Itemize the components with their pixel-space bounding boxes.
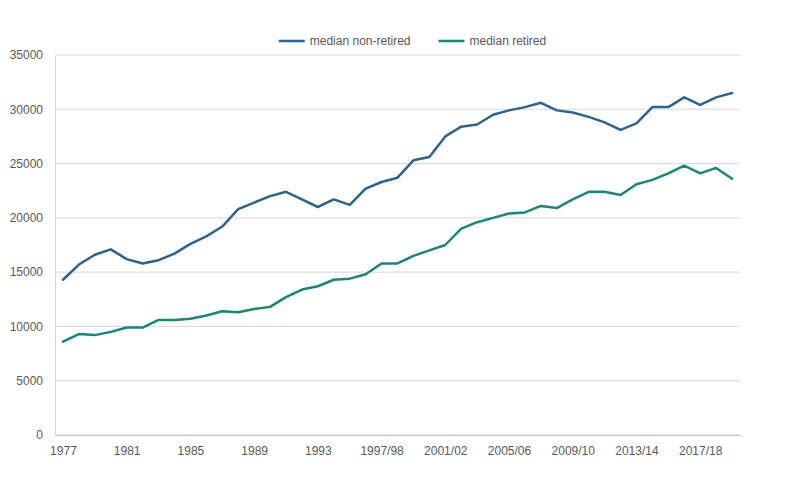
x-tick: 2017/18 (679, 435, 723, 458)
y-tick: 15000 (10, 265, 55, 279)
x-tick-label: 1993 (305, 444, 332, 458)
legend-item: median non-retired (279, 34, 411, 48)
y-tick: 10000 (10, 320, 55, 334)
x-tick-label: 1981 (114, 444, 141, 458)
x-tick: 1977 (50, 435, 77, 458)
y-tick-label: 10000 (10, 320, 44, 334)
chart: 0500010000150002000025000300003500019771… (0, 0, 787, 495)
x-tick: 2001/02 (424, 435, 468, 458)
y-tick-label: 15000 (10, 265, 44, 279)
legend-swatch (439, 40, 465, 43)
y-axis: 0 5000 10000 15000 20000 25000 30000 35000 (10, 48, 56, 442)
y-tick-label: 20000 (10, 211, 44, 225)
y-tick: 0 (36, 428, 55, 442)
legend: median non-retired median retired (279, 34, 546, 48)
x-axis: 1977 1981 1985 1989 1993 1997/98 2001/02 2005/0… (50, 435, 740, 458)
series-line (63, 166, 732, 342)
x-tick-label: 1997/98 (360, 444, 404, 458)
grid-line (55, 435, 740, 436)
y-axis-line (55, 56, 56, 436)
x-tick: 2013/14 (615, 435, 659, 458)
legend-label: median non-retired (310, 34, 411, 48)
x-tick-label: 2001/02 (424, 444, 468, 458)
grid-line (55, 272, 740, 273)
y-tick: 20000 (10, 211, 55, 225)
grid-line (55, 217, 740, 218)
y-tick-label: 30000 (10, 103, 44, 117)
plot-area (63, 93, 732, 342)
legend-item: median retired (439, 34, 547, 48)
y-tick: 25000 (10, 157, 55, 171)
x-tick: 1981 (114, 435, 141, 458)
x-tick-label: 1989 (241, 444, 268, 458)
x-axis-line (56, 435, 741, 436)
grid-line (55, 380, 740, 381)
x-tick-label: 1977 (50, 444, 77, 458)
legend-label: median retired (470, 34, 547, 48)
x-tick: 2009/10 (552, 435, 596, 458)
y-tick-label: 25000 (10, 157, 44, 171)
x-tick-label: 1985 (178, 444, 205, 458)
grid-line (55, 326, 740, 327)
x-tick: 1989 (241, 435, 268, 458)
x-tick-label: 2005/06 (488, 444, 532, 458)
legend-swatch (279, 40, 305, 43)
y-tick-label: 35000 (10, 48, 44, 62)
y-tick-label: 0 (36, 428, 43, 442)
y-tick: 35000 (10, 48, 55, 62)
y-tick-label: 5000 (16, 374, 43, 388)
grid-line (55, 55, 740, 56)
grid (55, 55, 740, 435)
x-tick: 1985 (178, 435, 205, 458)
y-tick: 30000 (10, 103, 55, 117)
x-tick-label: 2013/14 (615, 444, 659, 458)
x-tick-label: 2017/18 (679, 444, 723, 458)
x-tick: 1993 (305, 435, 332, 458)
x-tick-label: 2009/10 (552, 444, 596, 458)
x-tick: 1997/98 (360, 435, 404, 458)
x-tick: 2005/06 (488, 435, 532, 458)
y-tick: 5000 (16, 374, 55, 388)
grid-line (55, 163, 740, 164)
grid-line (55, 109, 740, 110)
